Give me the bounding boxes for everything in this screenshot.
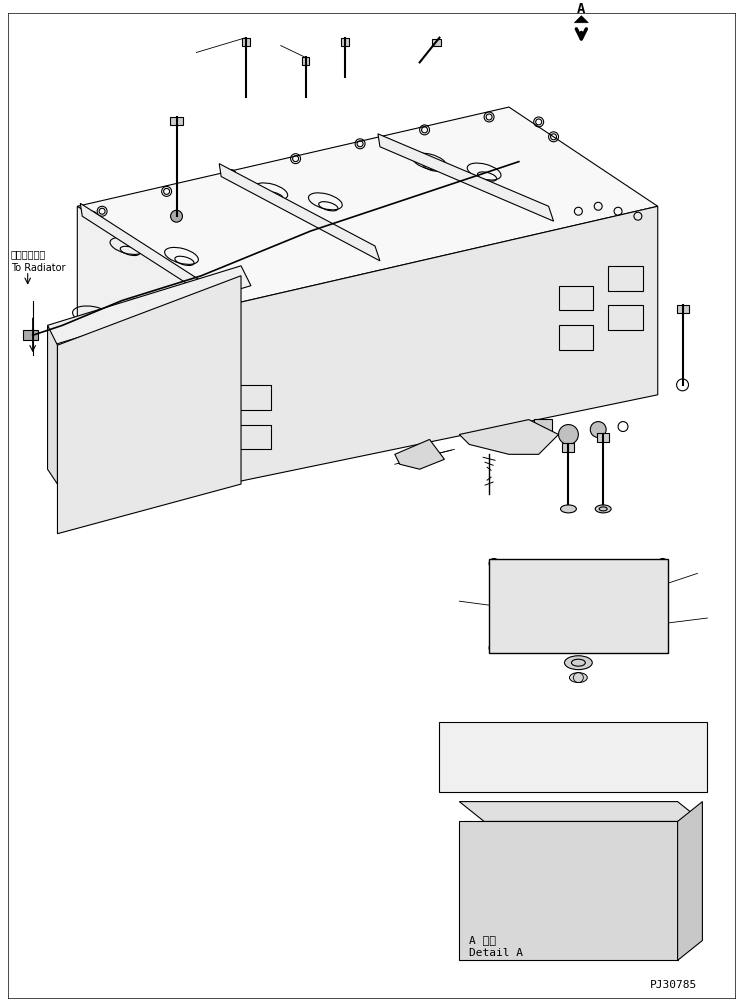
Bar — [559, 326, 593, 350]
Polygon shape — [77, 206, 226, 484]
Polygon shape — [395, 439, 444, 469]
Circle shape — [562, 834, 575, 848]
Polygon shape — [48, 326, 57, 484]
Circle shape — [590, 421, 606, 437]
Polygon shape — [489, 559, 668, 653]
Polygon shape — [439, 723, 707, 792]
Ellipse shape — [595, 505, 611, 513]
Bar — [597, 433, 609, 442]
Text: Detail A: Detail A — [470, 949, 523, 959]
Ellipse shape — [479, 882, 519, 910]
Bar — [533, 419, 551, 432]
Circle shape — [562, 934, 575, 948]
Polygon shape — [459, 821, 678, 961]
Bar — [186, 380, 226, 405]
Ellipse shape — [561, 593, 596, 613]
Bar — [68, 444, 112, 469]
Bar — [608, 306, 643, 331]
Circle shape — [651, 934, 665, 948]
Circle shape — [658, 559, 668, 569]
Bar — [341, 37, 349, 45]
Polygon shape — [219, 164, 380, 261]
Circle shape — [489, 643, 499, 653]
Bar — [68, 405, 112, 434]
Text: A: A — [577, 2, 585, 16]
Circle shape — [489, 559, 499, 569]
Circle shape — [202, 356, 210, 364]
Bar — [169, 117, 184, 125]
Text: PJ30785: PJ30785 — [650, 980, 698, 990]
Bar — [132, 395, 172, 420]
Circle shape — [83, 386, 91, 394]
Ellipse shape — [569, 672, 587, 682]
Polygon shape — [378, 134, 554, 221]
Polygon shape — [48, 265, 251, 345]
Bar — [608, 265, 643, 290]
Ellipse shape — [560, 505, 577, 513]
Circle shape — [502, 631, 516, 645]
Circle shape — [559, 424, 578, 444]
Ellipse shape — [565, 655, 592, 669]
Ellipse shape — [539, 882, 578, 910]
Circle shape — [492, 427, 516, 451]
Text: To Radiator: To Radiator — [11, 262, 65, 272]
Circle shape — [658, 643, 668, 653]
Bar — [231, 424, 270, 449]
Text: A 詳細: A 詳細 — [470, 936, 496, 946]
Circle shape — [171, 210, 183, 222]
Polygon shape — [459, 420, 559, 454]
Bar — [231, 385, 270, 410]
Bar — [559, 285, 593, 311]
Bar — [23, 331, 38, 341]
Circle shape — [473, 874, 486, 888]
Bar — [302, 57, 310, 65]
Bar — [132, 429, 172, 454]
Bar — [562, 443, 574, 452]
Circle shape — [502, 567, 516, 580]
Ellipse shape — [598, 882, 638, 910]
Circle shape — [631, 631, 645, 645]
Bar — [432, 38, 441, 45]
Polygon shape — [678, 802, 702, 961]
Bar — [87, 355, 127, 380]
Circle shape — [631, 567, 645, 580]
Polygon shape — [459, 802, 702, 821]
Polygon shape — [77, 108, 658, 306]
Circle shape — [143, 371, 151, 379]
Polygon shape — [80, 203, 221, 306]
Bar — [677, 305, 689, 314]
Bar — [242, 37, 250, 45]
Circle shape — [651, 874, 665, 888]
Bar — [87, 405, 127, 434]
Polygon shape — [57, 275, 241, 534]
Circle shape — [473, 834, 486, 848]
Polygon shape — [574, 16, 588, 23]
Text: ラジェータへ: ラジェータへ — [11, 249, 46, 259]
Polygon shape — [226, 206, 658, 484]
Circle shape — [651, 834, 665, 848]
Circle shape — [473, 934, 486, 948]
